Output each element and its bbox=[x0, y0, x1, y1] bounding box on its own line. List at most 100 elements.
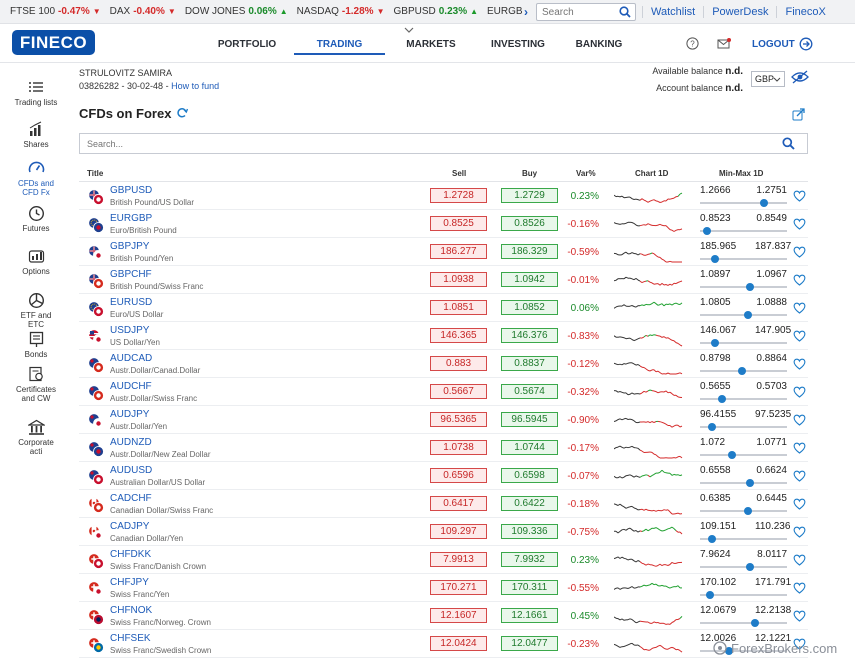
top-search-input[interactable] bbox=[537, 6, 617, 18]
table-row[interactable]: EURUSD Euro/US Dollar 1.0851 1.0852 0.06% 1.0… bbox=[79, 294, 808, 322]
table-row[interactable]: CHFDKK Swiss Franc/Danish Crown 7.9913 7.99… bbox=[79, 546, 808, 574]
table-row[interactable]: AUDJPY Austr.Dollar/Yen 96.5365 96.5945 -0.9… bbox=[79, 406, 808, 434]
table-row[interactable]: GBPCHF British Pound/Swiss Franc 1.0938 1.0… bbox=[79, 266, 808, 294]
sell-price-button[interactable]: 1.0851 bbox=[430, 300, 487, 315]
instrument-symbol-link[interactable]: CADCHF bbox=[110, 493, 152, 504]
instrument-symbol-link[interactable]: GBPJPY bbox=[110, 241, 150, 252]
favorite-heart-icon[interactable] bbox=[793, 190, 806, 202]
sell-price-button[interactable]: 12.1607 bbox=[430, 608, 487, 623]
buy-price-button[interactable]: 0.8837 bbox=[501, 356, 558, 371]
instrument-search-input[interactable] bbox=[80, 134, 770, 153]
nav-trading[interactable]: TRADING bbox=[294, 25, 385, 63]
popout-icon[interactable] bbox=[792, 108, 805, 124]
instrument-symbol-link[interactable]: EURGBP bbox=[110, 213, 153, 224]
buy-price-button[interactable]: 186.329 bbox=[501, 244, 558, 259]
instrument-symbol-link[interactable]: CHFDKK bbox=[110, 549, 152, 560]
instrument-symbol-link[interactable]: AUDCAD bbox=[110, 353, 153, 364]
instrument-symbol-link[interactable]: AUDNZD bbox=[110, 437, 152, 448]
favorite-heart-icon[interactable] bbox=[793, 246, 806, 258]
ticker-item[interactable]: DOW JONES 0.06% ▲ bbox=[185, 6, 288, 17]
favorite-heart-icon[interactable] bbox=[793, 442, 806, 454]
sell-price-button[interactable]: 186.277 bbox=[430, 244, 487, 259]
sell-price-button[interactable]: 0.8525 bbox=[430, 216, 487, 231]
buy-price-button[interactable]: 96.5945 bbox=[501, 412, 558, 427]
favorite-heart-icon[interactable] bbox=[793, 610, 806, 622]
search-icon[interactable] bbox=[619, 6, 631, 21]
col-var[interactable]: Var% bbox=[576, 169, 596, 178]
hide-balance-eye-icon[interactable] bbox=[791, 70, 809, 87]
table-row[interactable]: CADJPY Canadian Dollar/Yen 109.297 109.336-… bbox=[79, 518, 808, 546]
instrument-symbol-link[interactable]: USDJPY bbox=[110, 325, 150, 336]
instrument-symbol-link[interactable]: GBPCHF bbox=[110, 269, 152, 280]
refresh-icon[interactable] bbox=[176, 107, 189, 122]
sell-price-button[interactable]: 146.365 bbox=[430, 328, 487, 343]
table-row[interactable]: AUDNZD Austr.Dollar/New Zeal Dollar 1.0738… bbox=[79, 434, 808, 462]
table-row[interactable]: AUDCAD Austr.Dollar/Canad.Dollar 0.883 0.88… bbox=[79, 350, 808, 378]
instrument-symbol-link[interactable]: CADJPY bbox=[110, 521, 150, 532]
table-row[interactable]: CHFJPY Swiss Franc/Yen 170.271 170.311 -0.55… bbox=[79, 574, 808, 602]
buy-price-button[interactable]: 7.9932 bbox=[501, 552, 558, 567]
favorite-heart-icon[interactable] bbox=[793, 274, 806, 286]
favorite-heart-icon[interactable] bbox=[793, 638, 806, 650]
sidebar-item-corporate-acti[interactable]: Corporate acti bbox=[0, 419, 72, 456]
sell-price-button[interactable]: 0.6417 bbox=[430, 496, 487, 511]
sell-price-button[interactable]: 12.0424 bbox=[430, 636, 487, 651]
sidebar-item-shares[interactable]: Shares bbox=[0, 121, 72, 149]
ticker-item[interactable]: NASDAQ -1.28% ▼ bbox=[297, 6, 385, 17]
mail-icon[interactable] bbox=[717, 37, 731, 53]
sell-price-button[interactable]: 7.9913 bbox=[430, 552, 487, 567]
buy-price-button[interactable]: 0.6598 bbox=[501, 468, 558, 483]
col-title[interactable]: Title bbox=[87, 169, 104, 178]
sell-price-button[interactable]: 109.297 bbox=[430, 524, 487, 539]
instrument-symbol-link[interactable]: CHFSEK bbox=[110, 633, 151, 644]
sell-price-button[interactable]: 0.883 bbox=[430, 356, 487, 371]
buy-price-button[interactable]: 146.376 bbox=[501, 328, 558, 343]
help-icon[interactable]: ? bbox=[686, 37, 699, 53]
instrument-symbol-link[interactable]: CHFNOK bbox=[110, 605, 153, 616]
favorite-heart-icon[interactable] bbox=[793, 414, 806, 426]
instrument-symbol-link[interactable]: GBPUSD bbox=[110, 185, 153, 196]
favorite-heart-icon[interactable] bbox=[793, 330, 806, 342]
col-buy[interactable]: Buy bbox=[522, 169, 538, 178]
how-to-fund-link[interactable]: How to fund bbox=[171, 81, 220, 91]
favorite-heart-icon[interactable] bbox=[793, 554, 806, 566]
table-row[interactable]: GBPJPY British Pound/Yen 186.277 186.329 -0.… bbox=[79, 238, 808, 266]
col-sell[interactable]: Sell bbox=[452, 169, 467, 178]
buy-price-button[interactable]: 12.0477 bbox=[501, 636, 558, 651]
favorite-heart-icon[interactable] bbox=[793, 302, 806, 314]
buy-price-button[interactable]: 0.8526 bbox=[501, 216, 558, 231]
table-row[interactable]: USDJPY US Dollar/Yen 146.365 146.376 -0.83% 1… bbox=[79, 322, 808, 350]
buy-price-button[interactable]: 109.336 bbox=[501, 524, 558, 539]
favorite-heart-icon[interactable] bbox=[793, 218, 806, 230]
buy-price-button[interactable]: 0.5674 bbox=[501, 384, 558, 399]
sidebar-item-cfds-and-cfd-fx[interactable]: CFDs and CFD Fx bbox=[0, 160, 72, 197]
buy-price-button[interactable]: 1.2729 bbox=[501, 188, 558, 203]
buy-price-button[interactable]: 12.1661 bbox=[501, 608, 558, 623]
sell-price-button[interactable]: 1.0938 bbox=[430, 272, 487, 287]
instrument-symbol-link[interactable]: AUDJPY bbox=[110, 409, 150, 420]
top-link-watchlist[interactable]: Watchlist bbox=[642, 6, 703, 18]
buy-price-button[interactable]: 170.311 bbox=[501, 580, 558, 595]
ticker-item[interactable]: GBPUSD 0.23% ▲ bbox=[394, 6, 479, 17]
sell-price-button[interactable]: 96.5365 bbox=[430, 412, 487, 427]
top-search-box[interactable] bbox=[536, 3, 636, 21]
sell-price-button[interactable]: 1.0738 bbox=[430, 440, 487, 455]
instrument-symbol-link[interactable]: EURUSD bbox=[110, 297, 153, 308]
ticker-item[interactable]: EURGBP-0.16%▼ bbox=[487, 6, 522, 17]
buy-price-button[interactable]: 1.0744 bbox=[501, 440, 558, 455]
nav-banking[interactable]: BANKING bbox=[575, 39, 623, 50]
ticker-item[interactable]: DAX -0.40% ▼ bbox=[110, 6, 176, 17]
sell-price-button[interactable]: 0.6596 bbox=[430, 468, 487, 483]
favorite-heart-icon[interactable] bbox=[793, 358, 806, 370]
top-link-powerdesk[interactable]: PowerDesk bbox=[703, 6, 776, 18]
sell-price-button[interactable]: 1.2728 bbox=[430, 188, 487, 203]
instrument-search-box[interactable] bbox=[79, 133, 808, 154]
instrument-symbol-link[interactable]: AUDCHF bbox=[110, 381, 152, 392]
sell-price-button[interactable]: 170.271 bbox=[430, 580, 487, 595]
currency-select[interactable]: GBP bbox=[751, 71, 785, 87]
sidebar-item-options[interactable]: Options bbox=[0, 248, 72, 276]
buy-price-button[interactable]: 1.0942 bbox=[501, 272, 558, 287]
nav-investing[interactable]: INVESTING bbox=[491, 39, 545, 50]
sidebar-item-etf-and-etc[interactable]: ETF and ETC bbox=[0, 292, 72, 329]
favorite-heart-icon[interactable] bbox=[793, 498, 806, 510]
